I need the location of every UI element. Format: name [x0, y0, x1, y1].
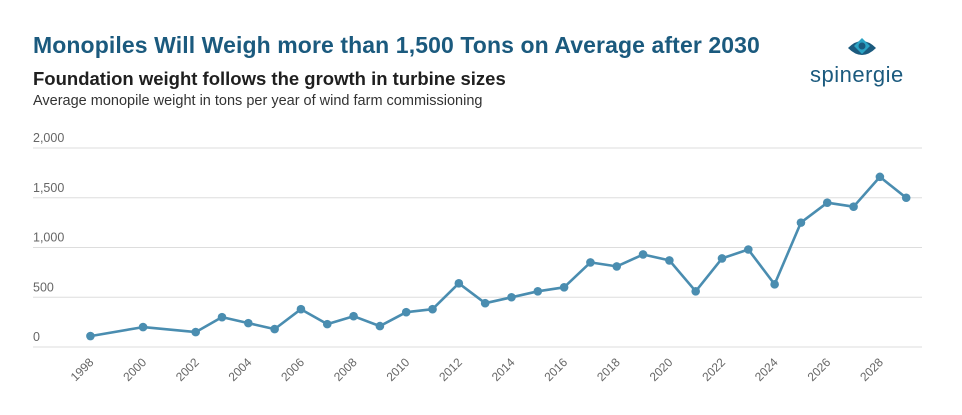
series-line	[90, 175, 908, 338]
data-point	[217, 312, 227, 322]
data-point	[744, 245, 753, 254]
data-point	[559, 283, 569, 292]
data-point	[849, 202, 858, 212]
data-point	[665, 256, 674, 265]
data-point	[480, 298, 490, 308]
data-point	[86, 331, 95, 341]
data-point	[138, 322, 148, 332]
x-tick-label: 2002	[173, 355, 202, 384]
data-point	[270, 324, 279, 334]
logo-text: spinergie	[810, 62, 904, 87]
x-tick-label: 2006	[278, 355, 307, 384]
data-point	[375, 321, 385, 331]
data-point	[401, 307, 411, 317]
x-tick-label: 2016	[541, 355, 570, 384]
data-point	[691, 286, 700, 296]
y-tick-label: 500	[33, 280, 54, 294]
eye-icon	[848, 38, 876, 55]
x-tick-label: 2020	[647, 355, 676, 384]
data-point	[822, 198, 832, 208]
x-tick-label: 2004	[226, 355, 255, 384]
data-point	[717, 254, 727, 263]
y-tick-label: 2,000	[33, 131, 64, 145]
x-tick-label: 2014	[489, 355, 518, 384]
data-point	[770, 280, 779, 289]
x-tick-label: 2008	[331, 355, 360, 384]
x-tick-label: 2022	[699, 355, 728, 384]
x-axis-ticks: 1998 2000 2002 2004 2006 2008 2010 2012 2014 2016…	[68, 355, 886, 384]
x-tick-label: 2028	[857, 355, 886, 384]
x-tick-label: 2026	[805, 355, 834, 384]
chart-description: Average monopile weight in tons per year…	[33, 93, 483, 109]
grid-layer	[33, 147, 922, 348]
spinergie-logo: spinergie	[810, 36, 920, 92]
data-point	[875, 172, 885, 182]
y-axis-ticks: 0 500 1,000 1,500 2,000	[33, 131, 64, 344]
chart-subtitle: Foundation weight follows the growth in …	[33, 68, 506, 89]
x-tick-label: 1998	[68, 355, 97, 384]
data-point	[638, 250, 648, 259]
data-point	[244, 318, 253, 328]
data-point	[901, 193, 911, 203]
chart-title: Monopiles Will Weigh more than 1,500 Ton…	[33, 32, 760, 58]
data-point	[533, 286, 543, 296]
data-point	[322, 319, 332, 329]
y-tick-label: 0	[33, 330, 40, 344]
data-point	[296, 304, 306, 314]
data-point	[507, 292, 516, 302]
data-point	[428, 304, 437, 314]
x-tick-label: 2012	[436, 355, 465, 384]
x-tick-label: 2024	[752, 355, 781, 384]
series-layer	[86, 172, 911, 341]
x-tick-label: 2018	[594, 355, 623, 384]
data-point	[349, 311, 358, 321]
data-point	[586, 258, 595, 267]
data-point	[612, 262, 622, 271]
data-point	[454, 279, 464, 288]
y-tick-label: 1,000	[33, 231, 64, 245]
x-tick-label: 2010	[384, 355, 413, 384]
y-tick-label: 1,500	[33, 181, 64, 195]
data-point	[191, 327, 200, 337]
data-point	[796, 218, 806, 227]
x-tick-label: 2000	[120, 355, 149, 384]
